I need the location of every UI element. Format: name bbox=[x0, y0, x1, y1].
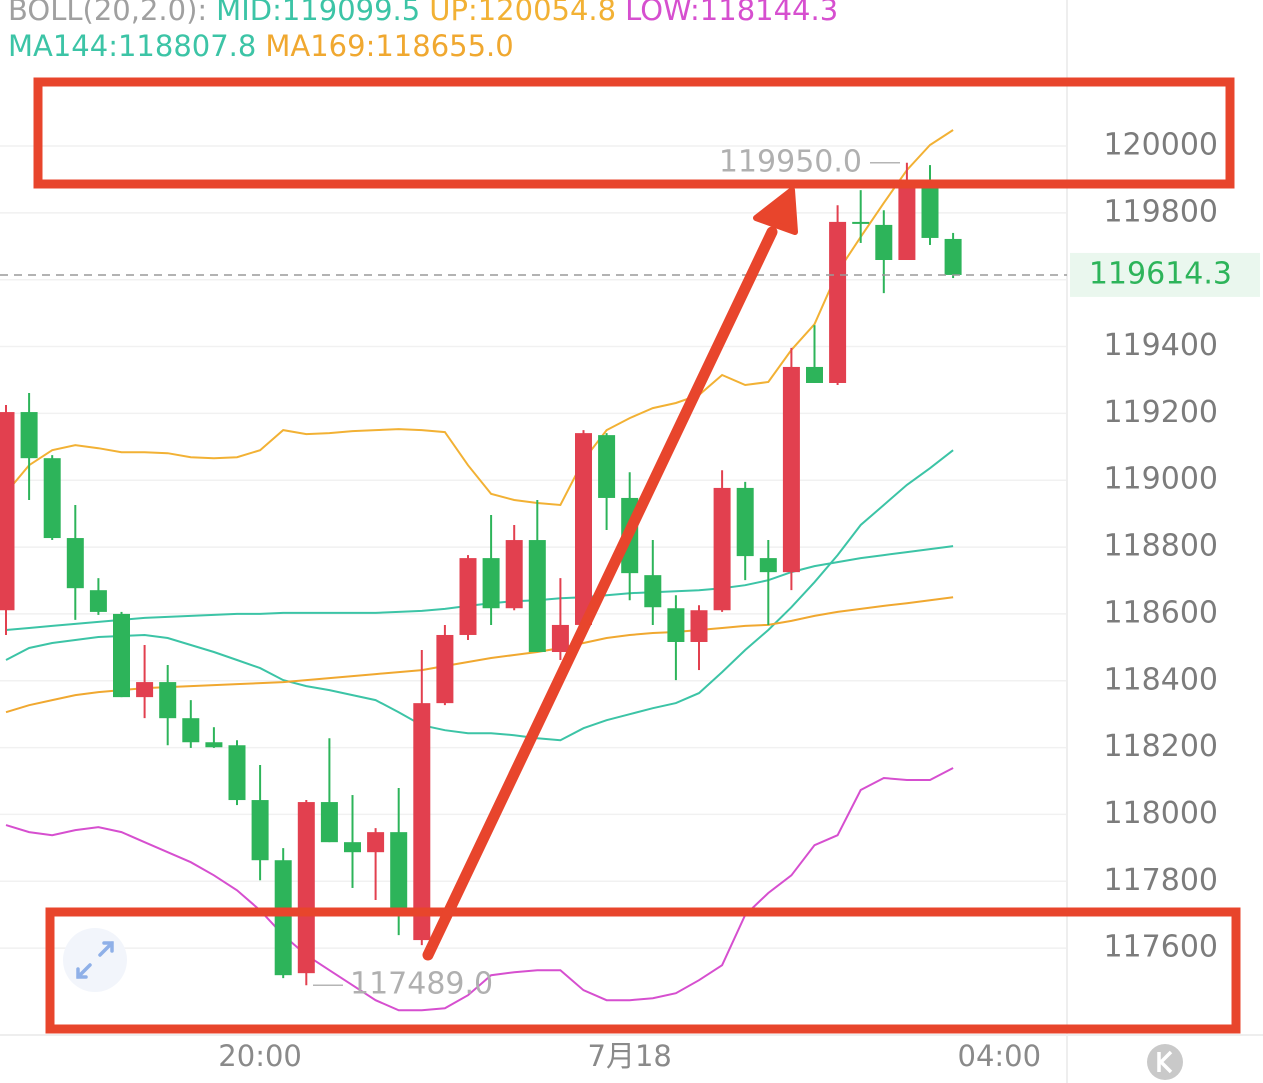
candle-body bbox=[690, 610, 708, 642]
extreme-label: 117489.0 bbox=[350, 967, 493, 1002]
k-button[interactable] bbox=[1147, 1044, 1183, 1080]
candle-body bbox=[436, 634, 454, 704]
candle-body bbox=[136, 682, 154, 698]
k-icon[interactable] bbox=[1157, 1050, 1173, 1074]
candle-body bbox=[344, 842, 361, 853]
candle-body bbox=[736, 487, 754, 557]
indicator-value: MA169:118655.0 bbox=[265, 29, 513, 63]
candle-body bbox=[205, 742, 223, 748]
candle-body bbox=[644, 575, 662, 608]
k-button-bg[interactable] bbox=[1147, 1044, 1183, 1080]
candle-body bbox=[20, 412, 38, 459]
y-tick-label: 119000 bbox=[1103, 462, 1218, 497]
y-tick-label: 118600 bbox=[1103, 595, 1218, 630]
candle-body bbox=[759, 558, 777, 573]
y-tick-label: 119800 bbox=[1103, 194, 1218, 229]
y-tick-label: 117800 bbox=[1103, 863, 1218, 898]
expand-icon[interactable] bbox=[76, 941, 114, 979]
last-price-label: 119614.3 bbox=[1089, 256, 1232, 291]
indicator-line bbox=[5, 449, 954, 742]
candle-body bbox=[390, 832, 408, 913]
candle-body bbox=[89, 590, 107, 612]
candle-body bbox=[713, 487, 731, 611]
y-tick-label: 118800 bbox=[1103, 529, 1218, 564]
candle-body bbox=[228, 745, 246, 801]
y-tick-label: 118400 bbox=[1103, 662, 1218, 697]
y-tick-label: 120000 bbox=[1103, 128, 1218, 163]
last-price-bg bbox=[1070, 252, 1260, 297]
candle-body bbox=[505, 540, 523, 609]
indicator-line bbox=[5, 129, 954, 507]
candle-body bbox=[459, 558, 477, 635]
candle-body bbox=[113, 613, 130, 698]
candle-body bbox=[667, 608, 685, 642]
candle-body bbox=[320, 802, 338, 843]
indicator-row: MA144:118807.8 MA169:118655.0 bbox=[8, 29, 514, 63]
highlight-box bbox=[33, 77, 1235, 189]
candle-body bbox=[598, 435, 616, 498]
indicator-row: BOLL(20,2.0): MID:119099.5 UP:120054.8 LOW:… bbox=[8, 0, 838, 27]
candle-body bbox=[829, 221, 847, 383]
grid bbox=[0, 145, 1067, 949]
y-tick-label: 118000 bbox=[1103, 796, 1218, 831]
indicator-value: MA144:118807.8 bbox=[8, 29, 256, 63]
labels: 117600 117800 118000 118200 118400 118600 1188… bbox=[0, 128, 1260, 1073]
x-tick-label: 04:00 bbox=[958, 1039, 1042, 1073]
candle-body bbox=[66, 538, 84, 589]
y-tick-label: 119400 bbox=[1103, 328, 1218, 363]
candle-body bbox=[875, 224, 893, 261]
indicator-line bbox=[5, 767, 954, 1012]
indicator-value: UP:120054.8 bbox=[429, 0, 616, 27]
annotation-overlay bbox=[33, 77, 1241, 1034]
candle-body bbox=[482, 558, 500, 609]
y-tick-label: 117600 bbox=[1103, 930, 1218, 965]
trend-arrow bbox=[422, 226, 778, 961]
candle-body bbox=[159, 682, 177, 719]
candle-body bbox=[806, 366, 823, 383]
candle-body bbox=[575, 433, 592, 625]
candle-body bbox=[551, 624, 569, 653]
candles bbox=[0, 162, 962, 986]
expand-button[interactable] bbox=[63, 928, 127, 992]
indicator-value: MID:119099.5 bbox=[216, 0, 420, 27]
x-tick-label: 7月18 bbox=[588, 1039, 672, 1073]
candle-body bbox=[182, 718, 200, 743]
candle-body bbox=[43, 458, 61, 539]
indicator-header: BOLL(20,2.0): MID:119099.5 UP:120054.8 LOW:… bbox=[8, 0, 838, 63]
indicator-value: LOW:118144.3 bbox=[625, 0, 838, 27]
extreme-label: 119950.0 bbox=[719, 144, 862, 179]
candle-body bbox=[367, 832, 385, 853]
expand-button-bg[interactable] bbox=[63, 928, 127, 992]
candle-body bbox=[921, 180, 939, 238]
candle-body bbox=[852, 221, 870, 224]
candle-body bbox=[0, 412, 15, 611]
y-tick-label: 119200 bbox=[1103, 395, 1218, 430]
candle-body bbox=[528, 540, 546, 653]
candle-body bbox=[413, 703, 431, 941]
candle-body bbox=[898, 180, 916, 261]
candle-body bbox=[297, 802, 315, 974]
candle-body bbox=[251, 800, 269, 861]
indicator-value: BOLL(20,2.0): bbox=[8, 0, 207, 27]
candle-body bbox=[274, 860, 292, 976]
arrow-head bbox=[753, 187, 798, 235]
highlight-box bbox=[45, 907, 1241, 1034]
candle-body bbox=[944, 238, 962, 275]
x-tick-label: 20:00 bbox=[218, 1039, 302, 1073]
y-tick-label: 118200 bbox=[1103, 729, 1218, 764]
candle-body bbox=[782, 366, 800, 573]
